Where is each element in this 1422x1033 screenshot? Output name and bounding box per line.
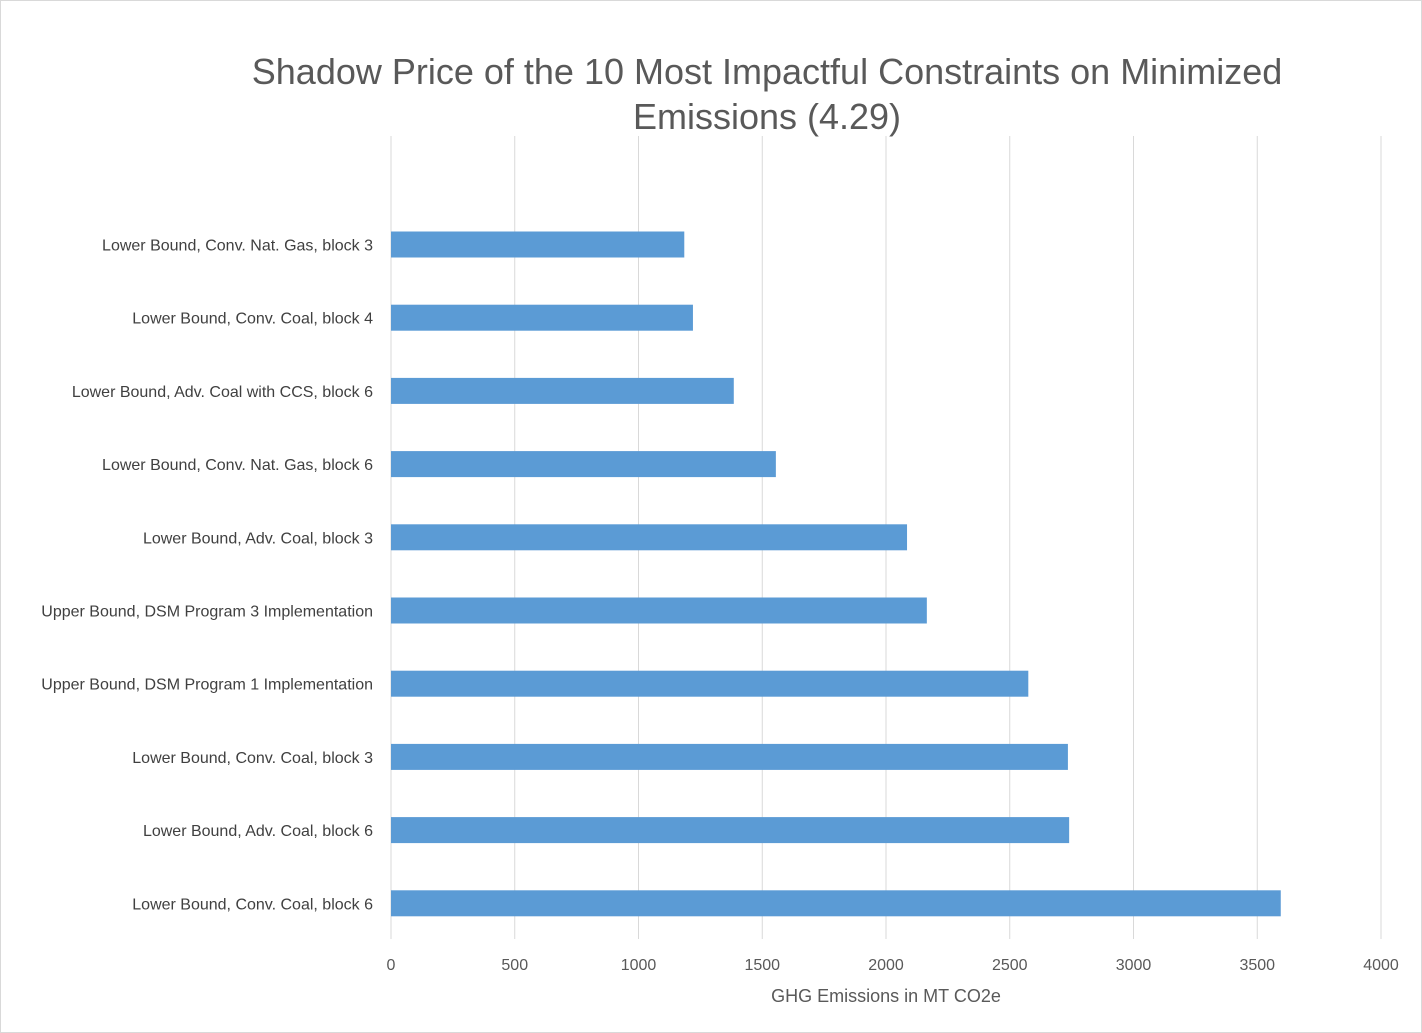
bar: [391, 451, 776, 478]
category-label: Lower Bound, Conv. Nat. Gas, block 3: [102, 238, 373, 255]
bar: [391, 817, 1070, 844]
chart-title: Shadow Price of the 10 Most Impactful Co…: [251, 51, 1283, 137]
bar: [391, 524, 908, 551]
category-label: Lower Bound, Conv. Coal, block 4: [132, 311, 373, 328]
bars: [391, 231, 1281, 917]
category-labels: Lower Bound, Conv. Nat. Gas, block 3 Lowe…: [41, 238, 373, 914]
bar: [391, 890, 1281, 917]
bar: [391, 377, 734, 404]
category-label: Upper Bound, DSM Program 3 Implementatio…: [41, 604, 373, 621]
x-tick-label: 1000: [621, 957, 657, 974]
bar: [391, 597, 927, 624]
bar: [391, 304, 693, 331]
bar: [391, 231, 685, 258]
x-tick-labels: 0 500 1000 1500 2000 2500 3000 3500 4000: [387, 957, 1399, 974]
x-tick-label: 500: [501, 957, 528, 974]
category-label: Lower Bound, Conv. Coal, block 3: [132, 750, 373, 767]
x-tick-label: 3000: [1116, 957, 1152, 974]
category-label: Lower Bound, Adv. Coal, block 3: [143, 530, 373, 547]
category-label: Lower Bound, Conv. Coal, block 6: [132, 896, 373, 913]
x-tick-label: 3500: [1239, 957, 1275, 974]
bar: [391, 743, 1068, 770]
category-label: Lower Bound, Adv. Coal with CCS, block 6: [72, 384, 373, 401]
x-tick-label: 2000: [868, 957, 904, 974]
x-tick-label: 0: [387, 957, 396, 974]
bar: [391, 670, 1029, 697]
category-label: Lower Bound, Adv. Coal, block 6: [143, 823, 373, 840]
category-label: Upper Bound, DSM Program 1 Implementatio…: [41, 677, 373, 694]
x-tick-label: 1500: [744, 957, 780, 974]
x-tick-label: 2500: [992, 957, 1028, 974]
category-label: Lower Bound, Conv. Nat. Gas, block 6: [102, 457, 373, 474]
x-axis-title: GHG Emissions in MT CO2e: [771, 986, 1001, 1006]
x-tick-label: 4000: [1363, 957, 1399, 974]
